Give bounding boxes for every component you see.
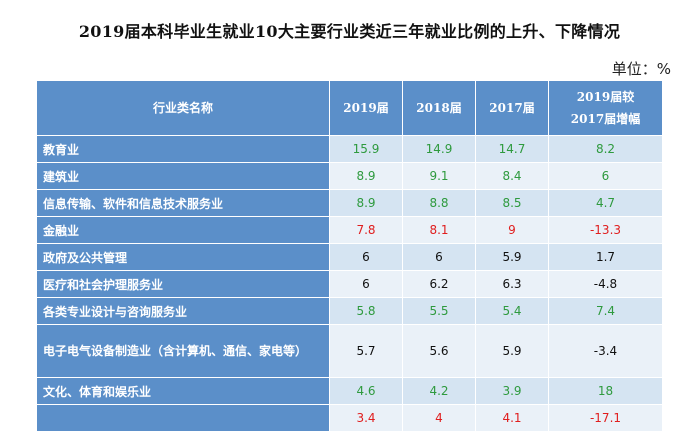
industry-name-cell: 文化、体育和娱乐业: [36, 377, 330, 405]
value-2019-cell: 6: [329, 270, 403, 298]
value-2017-cell: 5.9: [475, 243, 549, 271]
change-cell: -4.8: [548, 270, 663, 298]
table-row: 3.4 4 4.1 -17.1: [36, 404, 663, 432]
value-2017-cell: 6.3: [475, 270, 549, 298]
header-2019: 2019届: [329, 80, 403, 136]
value-2018-cell: 4: [402, 404, 476, 432]
industry-name-cell: 教育业: [36, 135, 330, 163]
industry-name-cell: [36, 404, 330, 432]
value-2019-cell: 5.7: [329, 324, 403, 378]
change-cell: -13.3: [548, 216, 663, 244]
industry-name-cell: 政府及公共管理: [36, 243, 330, 271]
table-header-row: 行业类名称 2019届 2018届 2017届 2019届较 2017届增幅: [36, 80, 663, 136]
table-row: 政府及公共管理 6 6 5.9 1.7: [36, 243, 663, 271]
value-2018-cell: 6.2: [402, 270, 476, 298]
change-cell: -3.4: [548, 324, 663, 378]
change-cell: 4.7: [548, 189, 663, 217]
value-2018-cell: 6: [402, 243, 476, 271]
value-2019-cell: 5.8: [329, 297, 403, 325]
table-row: 教育业 15.9 14.9 14.7 8.2: [36, 135, 663, 163]
table-row: 建筑业 8.9 9.1 8.4 6: [36, 162, 663, 190]
page-title: 2019届本科毕业生就业10大主要行业类近三年就业比例的上升、下降情况: [78, 22, 621, 41]
table-row: 电子电气设备制造业（含计算机、通信、家电等） 5.7 5.6 5.9 -3.4: [36, 324, 663, 378]
value-2018-cell: 5.5: [402, 297, 476, 325]
value-2019-cell: 8.9: [329, 189, 403, 217]
value-2019-cell: 6: [329, 243, 403, 271]
table-row: 文化、体育和娱乐业 4.6 4.2 3.9 18: [36, 377, 663, 405]
value-2017-cell: 4.1: [475, 404, 549, 432]
table-row: 各类专业设计与咨询服务业 5.8 5.5 5.4 7.4: [36, 297, 663, 325]
industry-name-cell: 医疗和社会护理服务业: [36, 270, 330, 298]
employment-table: 行业类名称 2019届 2018届 2017届 2019届较 2017届增幅 教育…: [36, 80, 663, 432]
value-2018-cell: 9.1: [402, 162, 476, 190]
table-row: 医疗和社会护理服务业 6 6.2 6.3 -4.8: [36, 270, 663, 298]
table-row: 信息传输、软件和信息技术服务业 8.9 8.8 8.5 4.7: [36, 189, 663, 217]
change-cell: 7.4: [548, 297, 663, 325]
header-change: 2019届较 2017届增幅: [548, 80, 663, 136]
industry-name-cell: 信息传输、软件和信息技术服务业: [36, 189, 330, 217]
value-2019-cell: 15.9: [329, 135, 403, 163]
value-2017-cell: 14.7: [475, 135, 549, 163]
value-2018-cell: 4.2: [402, 377, 476, 405]
value-2018-cell: 5.6: [402, 324, 476, 378]
industry-name-cell: 电子电气设备制造业（含计算机、通信、家电等）: [36, 324, 330, 378]
header-industry: 行业类名称: [36, 80, 330, 136]
header-2017: 2017届: [475, 80, 549, 136]
value-2019-cell: 4.6: [329, 377, 403, 405]
table-row: 金融业 7.8 8.1 9 -13.3: [36, 216, 663, 244]
value-2018-cell: 8.1: [402, 216, 476, 244]
value-2019-cell: 7.8: [329, 216, 403, 244]
industry-name-cell: 金融业: [36, 216, 330, 244]
value-2017-cell: 8.4: [475, 162, 549, 190]
change-cell: 18: [548, 377, 663, 405]
value-2017-cell: 5.4: [475, 297, 549, 325]
header-2018: 2018届: [402, 80, 476, 136]
change-cell: -17.1: [548, 404, 663, 432]
industry-name-cell: 建筑业: [36, 162, 330, 190]
change-cell: 6: [548, 162, 663, 190]
value-2018-cell: 14.9: [402, 135, 476, 163]
value-2018-cell: 8.8: [402, 189, 476, 217]
value-2017-cell: 8.5: [475, 189, 549, 217]
industry-name-cell: 各类专业设计与咨询服务业: [36, 297, 330, 325]
value-2017-cell: 9: [475, 216, 549, 244]
value-2019-cell: 8.9: [329, 162, 403, 190]
change-cell: 8.2: [548, 135, 663, 163]
value-2019-cell: 3.4: [329, 404, 403, 432]
value-2017-cell: 5.9: [475, 324, 549, 378]
value-2017-cell: 3.9: [475, 377, 549, 405]
change-cell: 1.7: [548, 243, 663, 271]
unit-label: 单位：%: [611, 60, 671, 78]
